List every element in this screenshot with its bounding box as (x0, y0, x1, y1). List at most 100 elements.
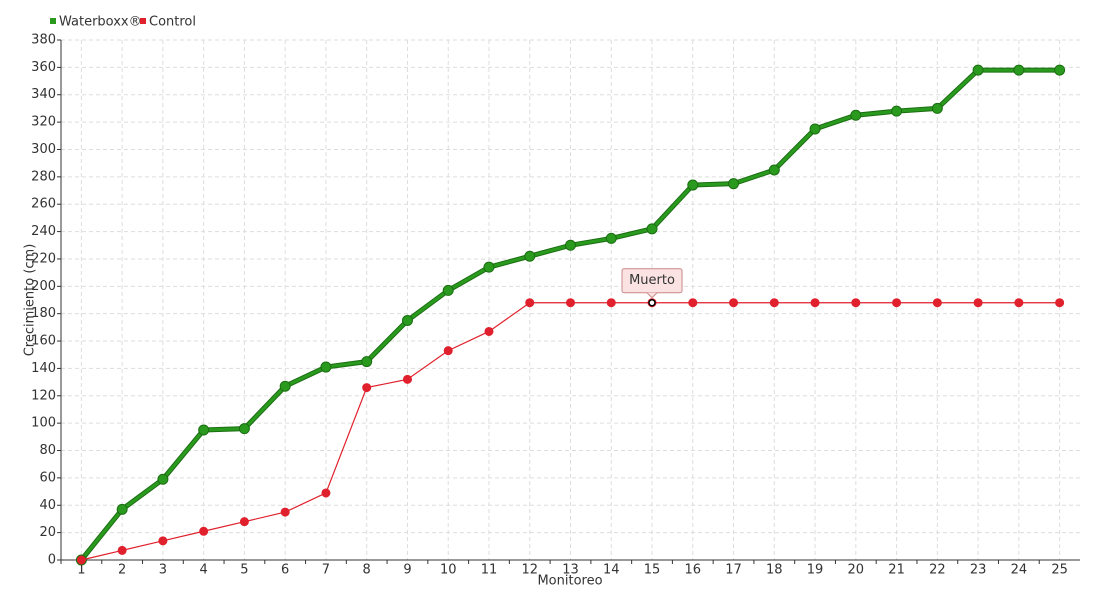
y-tick-label: 240 (31, 224, 56, 239)
y-tick-label: 120 (31, 388, 56, 403)
data-point (729, 298, 739, 308)
x-tick-label: 17 (725, 563, 742, 578)
data-point (1054, 64, 1066, 76)
data-point (687, 179, 699, 191)
data-point (442, 284, 454, 296)
y-tick-label: 340 (31, 87, 56, 102)
x-tick-label: 16 (685, 563, 702, 578)
y-tick-label: 320 (31, 115, 56, 130)
data-point (239, 517, 249, 527)
legend-swatch (140, 18, 146, 24)
data-point (891, 105, 903, 117)
x-tick-label: 5 (240, 563, 248, 578)
data-point (1055, 298, 1065, 308)
data-point (117, 545, 127, 555)
y-axis-label: Crecimiento (cm) (23, 244, 38, 357)
x-tick-label: 3 (159, 563, 167, 578)
annotation-point (648, 298, 656, 307)
data-point (483, 261, 495, 273)
data-point (892, 298, 902, 308)
x-tick-label: 25 (1051, 563, 1068, 578)
data-point (361, 356, 373, 368)
data-point (320, 361, 332, 373)
x-tick-label: 10 (440, 563, 457, 578)
data-point (199, 526, 209, 536)
x-tick-label: 18 (766, 563, 783, 578)
data-point (362, 383, 372, 393)
data-point (157, 473, 169, 485)
y-tick-label: 280 (31, 169, 56, 184)
x-tick-label: 20 (848, 563, 865, 578)
data-point (605, 232, 617, 244)
data-point (768, 164, 780, 176)
y-tick-label: 80 (39, 443, 56, 458)
data-point (524, 250, 536, 262)
x-tick-label: 21 (888, 563, 905, 578)
x-tick-label: 12 (521, 563, 538, 578)
x-tick-label: 13 (562, 563, 579, 578)
annotation-text: Muerto (629, 273, 675, 288)
data-point (279, 380, 291, 392)
data-point (810, 298, 820, 308)
y-tick-label: 140 (31, 361, 56, 376)
x-tick-label: 11 (481, 563, 498, 578)
data-point (565, 239, 576, 251)
x-tick-label: 7 (322, 563, 330, 578)
x-tick-label: 1 (77, 563, 85, 578)
data-point (566, 298, 575, 308)
data-point (280, 507, 290, 517)
y-tick-label: 40 (39, 498, 56, 513)
x-tick-label: 15 (644, 563, 661, 578)
y-tick-label: 300 (31, 142, 56, 157)
data-point (238, 423, 250, 435)
x-tick-label: 9 (403, 563, 411, 578)
x-tick-label: 14 (603, 563, 620, 578)
data-point (525, 298, 535, 308)
y-tick-label: 220 (31, 251, 56, 266)
y-tick-label: 200 (31, 279, 56, 294)
data-point (443, 346, 453, 356)
y-tick-label: 160 (31, 334, 56, 349)
x-tick-label: 22 (929, 563, 946, 578)
data-point (402, 374, 412, 384)
x-axis-label: Monitoreo (537, 574, 602, 589)
data-point (606, 298, 616, 308)
data-point (931, 102, 943, 114)
data-point (972, 64, 984, 76)
legend-label: Control (149, 15, 196, 30)
data-point (198, 424, 210, 436)
data-point (646, 223, 658, 235)
data-point (1013, 64, 1025, 76)
data-point (321, 488, 331, 498)
data-point (688, 298, 698, 308)
data-point (401, 315, 413, 327)
x-tick-label: 23 (970, 563, 987, 578)
data-point (76, 555, 86, 565)
y-tick-label: 0 (48, 553, 56, 568)
legend-swatch (50, 18, 56, 24)
y-tick-label: 380 (31, 33, 56, 48)
annotation-pointer (646, 292, 658, 299)
x-tick-label: 24 (1011, 563, 1028, 578)
x-tick-label: 8 (363, 563, 371, 578)
data-point (158, 536, 168, 546)
data-point (851, 298, 861, 308)
y-tick-label: 20 (39, 525, 56, 540)
y-tick-label: 60 (39, 470, 56, 485)
x-tick-label: 2 (118, 563, 126, 578)
y-tick-label: 360 (31, 60, 56, 75)
data-point (769, 298, 779, 308)
data-point (809, 123, 821, 135)
data-point (728, 178, 740, 190)
x-tick-label: 19 (807, 563, 824, 578)
data-point (1014, 298, 1024, 308)
y-tick-label: 100 (31, 416, 56, 431)
data-point (973, 298, 983, 308)
data-point (116, 503, 128, 515)
data-point (484, 326, 494, 336)
legend-label: Waterboxx® (59, 15, 142, 30)
y-tick-label: 180 (31, 306, 56, 321)
data-point (850, 109, 862, 121)
y-tick-label: 260 (31, 197, 56, 212)
